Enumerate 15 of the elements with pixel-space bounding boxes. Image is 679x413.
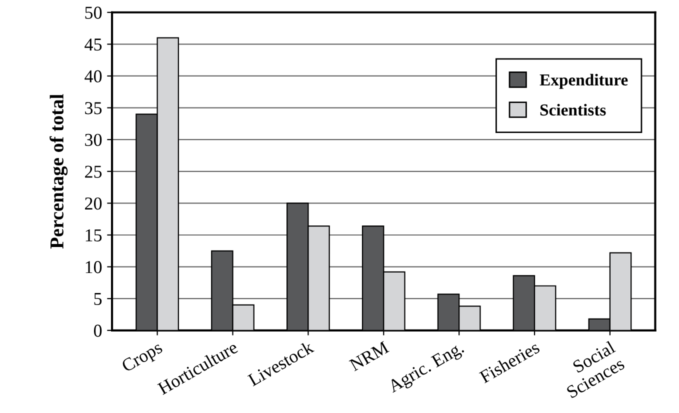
y-tick-label: 20 bbox=[85, 197, 102, 210]
y-tick-label: 10 bbox=[86, 261, 102, 274]
y-tick-label: 0 bbox=[94, 324, 102, 337]
y-tick-label: 35 bbox=[85, 102, 102, 114]
y-tick-label: 45 bbox=[84, 38, 102, 51]
y-tick-label: 30 bbox=[85, 134, 102, 146]
y-tick-label: 50 bbox=[85, 6, 102, 19]
y-tick-label: 5 bbox=[94, 293, 102, 306]
y-axis-title: Percentage of total bbox=[50, 94, 68, 249]
y-tick-label: 15 bbox=[86, 229, 102, 242]
y-tick-label: 25 bbox=[85, 166, 102, 178]
legend-label: Expenditure bbox=[540, 74, 628, 89]
x-tick-label: NRM bbox=[348, 341, 390, 372]
y-tick-label: 40 bbox=[84, 70, 102, 82]
legend-label: Scientists bbox=[540, 104, 606, 116]
